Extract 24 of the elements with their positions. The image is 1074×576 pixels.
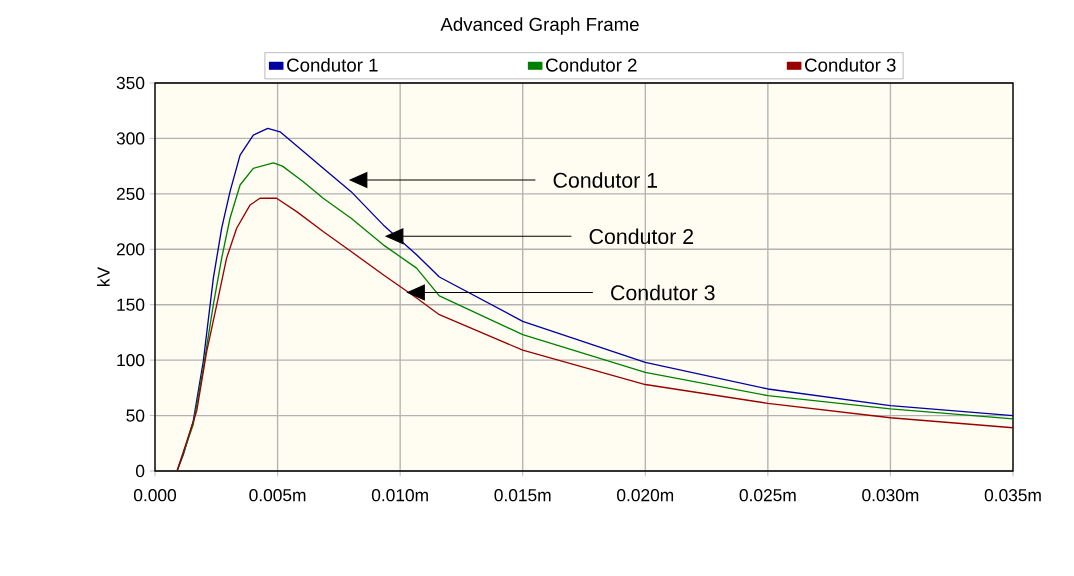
x-tick-label: 0.005m <box>249 489 306 502</box>
y-tick-label: 100 <box>117 354 145 367</box>
legend-label: Condutor 1 <box>287 57 378 72</box>
x-tick-label: 0.000 <box>133 489 177 502</box>
y-tick-label: 300 <box>116 132 145 145</box>
legend-label: Condutor 2 <box>546 57 637 72</box>
x-tick-label: 0.020m <box>617 489 674 502</box>
y-tick-label: 0 <box>135 464 145 478</box>
x-tick-label: 0.015m <box>494 489 551 502</box>
y-tick-label: 150 <box>117 298 145 311</box>
x-tick-label: 0.035m <box>984 489 1041 502</box>
y-tick-label: 250 <box>116 187 145 200</box>
annotation: Condutor 2 <box>589 228 694 245</box>
x-tick-label: 0.030m <box>862 489 919 502</box>
y-tick-label: 350 <box>116 76 145 90</box>
chart-title: Advanced Graph Frame <box>440 17 639 35</box>
y-tick-label: 200 <box>116 243 145 256</box>
x-tick-label: 0.025m <box>739 489 796 502</box>
y-tick-label: 50 <box>126 409 145 422</box>
annotation: Condutor 3 <box>611 284 715 301</box>
x-tick-label: 0.010m <box>371 489 428 502</box>
annotation: Condutor 1 <box>553 172 657 188</box>
legend-label: Condutor 3 <box>805 57 896 72</box>
y-axis-title: kV <box>96 266 110 286</box>
